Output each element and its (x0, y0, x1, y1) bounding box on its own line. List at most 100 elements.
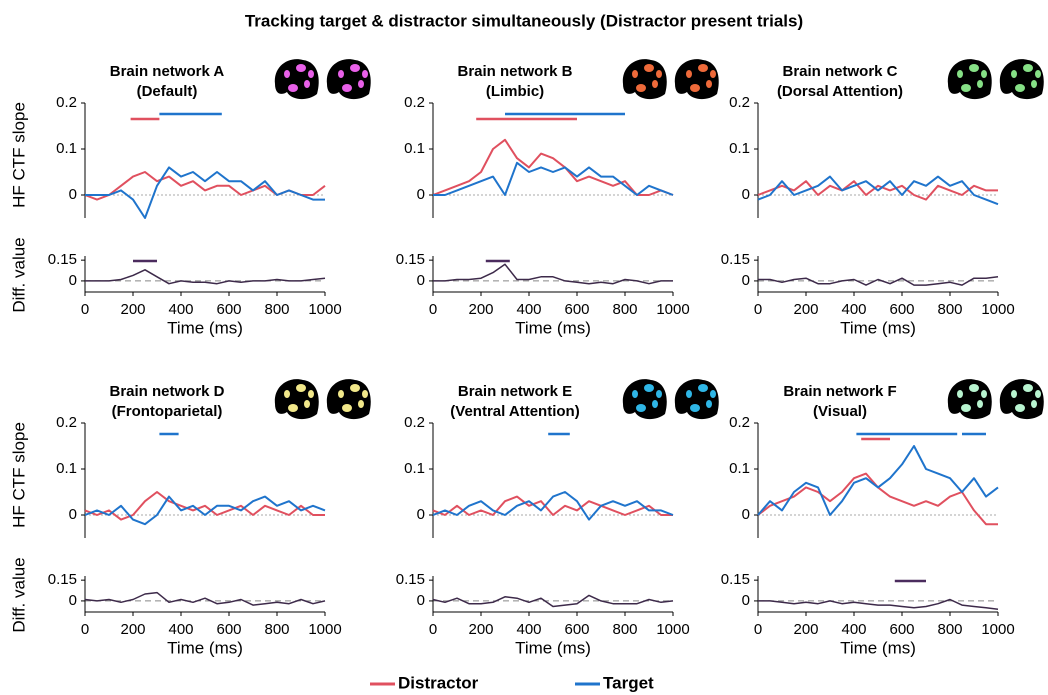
y-tick-label: 0 (742, 186, 750, 203)
x-tick-label: 200 (468, 301, 493, 318)
x-tick-label: 1000 (656, 621, 689, 638)
brain-region (981, 70, 987, 78)
brain-shape (326, 59, 371, 100)
brain-shape (947, 59, 992, 100)
brain-region (288, 404, 298, 412)
brain-region (308, 390, 314, 398)
brain-region (644, 64, 654, 72)
y-tick-label: 0.15 (48, 571, 77, 588)
x-axis-label: Time (ms) (840, 638, 916, 657)
x-tick-label: 1000 (656, 301, 689, 318)
brain-icon (947, 379, 992, 420)
brain-icon (326, 59, 371, 100)
x-tick-label: 0 (754, 301, 762, 318)
x-tick-label: 1000 (308, 301, 341, 318)
brain-region (350, 64, 360, 72)
brain-icon (622, 59, 667, 100)
brain-region (358, 400, 364, 408)
brain-region (342, 404, 352, 412)
x-tick-label: 1000 (308, 621, 341, 638)
brain-icon (674, 379, 719, 420)
x-tick-label: 800 (937, 301, 962, 318)
brain-region (304, 400, 310, 408)
brain-shape (274, 379, 319, 420)
x-tick-label: 200 (468, 621, 493, 638)
brain-region (304, 80, 310, 88)
brain-region (284, 390, 290, 398)
x-tick-label: 0 (754, 621, 762, 638)
y-tick-label: 0.15 (721, 251, 750, 268)
brain-icon (326, 379, 371, 420)
x-tick-label: 600 (889, 621, 914, 638)
y-tick-label: 0.2 (729, 94, 750, 111)
brain-region (296, 384, 306, 392)
brain-icon (674, 59, 719, 100)
series-line (757, 175, 999, 206)
y-tick-label: 0 (417, 592, 425, 609)
y-tick-label: 0.15 (48, 251, 77, 268)
series-line (757, 472, 998, 526)
brain-region (1015, 404, 1025, 412)
x-tick-label: 0 (429, 621, 437, 638)
series-line (758, 276, 999, 286)
x-tick-label: 1000 (981, 621, 1014, 638)
y-axis-label: Diff. value (9, 557, 28, 632)
series-line (84, 491, 325, 521)
x-axis-label: Time (ms) (515, 638, 591, 657)
brain-icon (622, 379, 667, 420)
y-tick-label: 0 (417, 186, 425, 203)
brain-region (1011, 390, 1017, 398)
x-tick-label: 400 (168, 621, 193, 638)
brain-region (961, 404, 971, 412)
brain-region (632, 390, 638, 398)
x-tick-label: 600 (889, 301, 914, 318)
panel-title: Brain network B (457, 63, 572, 80)
brain-region (977, 400, 983, 408)
brain-region (969, 64, 979, 72)
figure-title: Tracking target & distractor simultaneou… (245, 11, 803, 30)
brain-region (1023, 384, 1033, 392)
brain-region (632, 70, 638, 78)
y-axis-label: HF CTF slope (9, 422, 28, 528)
panel-title: Brain network C (782, 63, 897, 80)
brain-region (358, 80, 364, 88)
brain-region (710, 390, 716, 398)
panel-title: Brain network F (783, 383, 896, 400)
brain-shape (274, 59, 319, 100)
brain-region (338, 390, 344, 398)
series-line (758, 598, 999, 610)
x-tick-label: 1000 (981, 301, 1014, 318)
x-tick-label: 200 (120, 621, 145, 638)
brain-region (288, 84, 298, 92)
brain-region (284, 70, 290, 78)
y-axis-label: HF CTF slope (9, 102, 28, 208)
y-tick-label: 0.1 (729, 140, 750, 157)
brain-region (710, 70, 716, 78)
brain-region (656, 390, 662, 398)
legend-label: Distractor (398, 673, 479, 692)
brain-region (644, 384, 654, 392)
y-tick-label: 0 (742, 592, 750, 609)
brain-icon (274, 379, 319, 420)
x-tick-label: 800 (937, 621, 962, 638)
brain-region (350, 384, 360, 392)
panel-subtitle: (Default) (137, 83, 198, 100)
y-tick-label: 0 (69, 272, 77, 289)
y-tick-label: 0.1 (404, 460, 425, 477)
brain-region (957, 390, 963, 398)
y-tick-label: 0.1 (56, 460, 77, 477)
series-line (432, 138, 674, 196)
x-axis-label: Time (ms) (167, 318, 243, 337)
brain-region (1023, 64, 1033, 72)
series-line (433, 161, 674, 196)
brain-shape (622, 379, 667, 420)
brain-region (1011, 70, 1017, 78)
brain-region (652, 80, 658, 88)
y-tick-label: 0.1 (729, 460, 750, 477)
brain-region (690, 84, 700, 92)
panel-title: Brain network D (109, 383, 224, 400)
series-line (85, 166, 325, 219)
brain-region (636, 84, 646, 92)
y-tick-label: 0.2 (56, 414, 77, 431)
